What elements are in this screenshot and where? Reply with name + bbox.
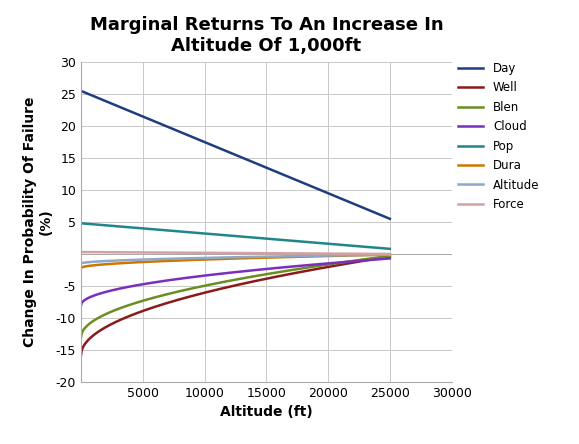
Dura [245, 255, 252, 261]
Force [226, 250, 233, 256]
Force [224, 250, 231, 256]
Dura [331, 253, 338, 258]
Force [245, 250, 252, 256]
Line: Day: Day [81, 91, 390, 219]
Blen [224, 278, 231, 284]
Cloud [226, 270, 233, 275]
Well [331, 263, 338, 269]
Line: Well: Well [81, 257, 390, 355]
Well [78, 353, 85, 358]
Well [224, 285, 231, 290]
Blen [261, 272, 268, 277]
Pop [224, 233, 231, 238]
Line: Altitude: Altitude [81, 254, 390, 264]
Blen [386, 253, 393, 258]
Cloud [78, 302, 85, 308]
Well [261, 276, 268, 281]
Well [386, 254, 393, 259]
Line: Dura: Dura [81, 254, 390, 268]
Pop [379, 246, 386, 251]
Day [331, 193, 338, 198]
Cloud [386, 256, 393, 261]
Legend: Day, Well, Blen, Cloud, Pop, Dura, Altitude, Force: Day, Well, Blen, Cloud, Pop, Dura, Altit… [457, 62, 540, 211]
Altitude [331, 253, 338, 258]
Dura [224, 256, 231, 262]
Altitude [78, 261, 85, 266]
Pop [226, 233, 233, 238]
Line: Cloud: Cloud [81, 258, 390, 305]
Cloud [245, 268, 252, 274]
Force [331, 251, 338, 256]
Dura [379, 252, 386, 258]
Blen [331, 261, 338, 266]
Altitude [261, 254, 268, 259]
Title: Marginal Returns To An Increase In
Altitude Of 1,000ft: Marginal Returns To An Increase In Altit… [90, 16, 443, 55]
Force [261, 250, 268, 256]
Y-axis label: Change In Probability Of Failure
(%): Change In Probability Of Failure (%) [23, 97, 53, 347]
Blen [245, 275, 252, 280]
Pop [386, 246, 393, 251]
Force [379, 251, 386, 257]
Blen [226, 278, 233, 283]
Day [226, 150, 233, 155]
Well [245, 280, 252, 285]
Pop [331, 242, 338, 247]
Force [386, 251, 393, 257]
Altitude [226, 255, 233, 260]
X-axis label: Altitude (ft): Altitude (ft) [220, 405, 313, 419]
Day [224, 149, 231, 155]
Dura [226, 256, 233, 262]
Force [78, 250, 85, 255]
Blen [78, 334, 85, 340]
Line: Blen: Blen [81, 256, 390, 337]
Pop [261, 236, 268, 241]
Pop [78, 221, 85, 226]
Dura [386, 252, 393, 257]
Dura [78, 266, 85, 271]
Blen [379, 254, 386, 260]
Day [245, 158, 252, 163]
Dura [261, 255, 268, 260]
Altitude [245, 254, 252, 260]
Cloud [224, 270, 231, 276]
Altitude [224, 255, 231, 260]
Cloud [261, 266, 268, 272]
Line: Force: Force [81, 252, 390, 254]
Line: Pop: Pop [81, 223, 390, 249]
Day [78, 88, 85, 94]
Day [261, 164, 268, 170]
Altitude [379, 252, 386, 258]
Day [386, 216, 393, 222]
Well [379, 255, 386, 260]
Cloud [331, 260, 338, 266]
Pop [245, 234, 252, 240]
Well [226, 284, 233, 289]
Day [379, 213, 386, 218]
Altitude [386, 252, 393, 257]
Cloud [379, 256, 386, 262]
